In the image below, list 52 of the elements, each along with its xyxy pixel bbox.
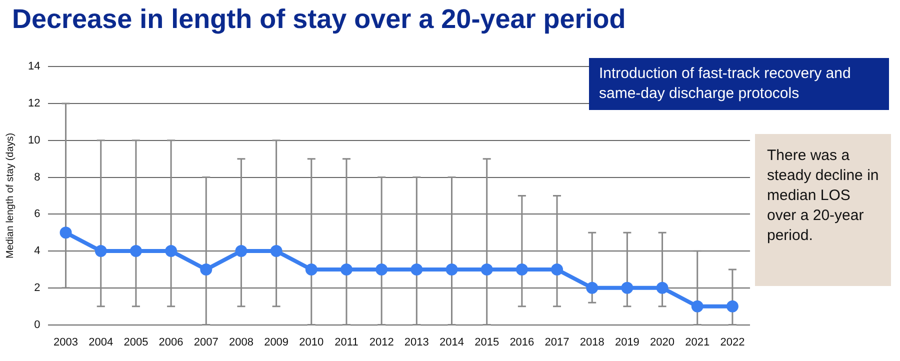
y-tick-label: 12 — [28, 98, 40, 110]
x-tick-label: 2017 — [544, 336, 570, 348]
point — [235, 245, 248, 258]
x-tick-label: 2003 — [54, 336, 78, 348]
callout-box: Introduction of fast-track recovery and same-day discharge protocols — [589, 58, 889, 110]
y-tick-label: 2 — [34, 282, 40, 294]
x-tick-label: 2012 — [369, 336, 394, 348]
x-tick-label: 2016 — [510, 336, 534, 348]
x-tick-label: 2022 — [720, 336, 745, 348]
x-tick-label: 2019 — [614, 336, 640, 348]
y-tick-label: 6 — [34, 208, 40, 220]
point — [410, 263, 423, 276]
point — [165, 245, 178, 258]
point — [516, 263, 528, 276]
y-tick-label: 0 — [34, 318, 40, 331]
x-tick-label: 2010 — [299, 336, 324, 348]
point — [376, 263, 388, 276]
y-tick-label: 10 — [28, 134, 40, 146]
x-tick-label: 2011 — [334, 336, 358, 348]
x-tick-label: 2018 — [580, 336, 604, 348]
point — [340, 263, 352, 276]
point — [726, 300, 738, 312]
point — [130, 245, 142, 258]
x-tick-label: 2020 — [650, 336, 675, 348]
point — [270, 245, 282, 258]
point — [446, 263, 458, 276]
point — [60, 226, 72, 239]
point — [200, 263, 212, 276]
point — [656, 282, 668, 294]
x-tick-label: 2013 — [404, 336, 429, 348]
chart-title: Decrease in length of stay over a 20-year period — [12, 4, 626, 35]
x-tick-label: 2005 — [124, 336, 148, 348]
x-tick-label: 2009 — [264, 336, 289, 348]
y-tick-label: 4 — [34, 245, 40, 258]
x-tick-label: 2007 — [194, 336, 218, 348]
x-tick-label: 2004 — [88, 336, 114, 348]
x-tick-label: 2008 — [228, 336, 254, 348]
point — [586, 282, 598, 294]
point — [551, 263, 564, 276]
x-tick-label: 2021 — [685, 336, 710, 348]
x-tick-label: 2006 — [158, 336, 184, 348]
y-axis-title: Median length of stay (days) — [4, 132, 16, 259]
x-tick-label: 2015 — [474, 336, 500, 348]
point — [480, 263, 493, 276]
point — [691, 300, 704, 312]
callout-box: There was a steady decline in median LOS over a 20-year period. — [755, 134, 891, 286]
point — [305, 263, 318, 276]
y-tick-label: 14 — [28, 60, 40, 73]
y-tick-label: 8 — [34, 171, 40, 184]
point — [621, 282, 634, 294]
point — [94, 245, 107, 258]
x-tick-label: 2014 — [440, 336, 464, 348]
